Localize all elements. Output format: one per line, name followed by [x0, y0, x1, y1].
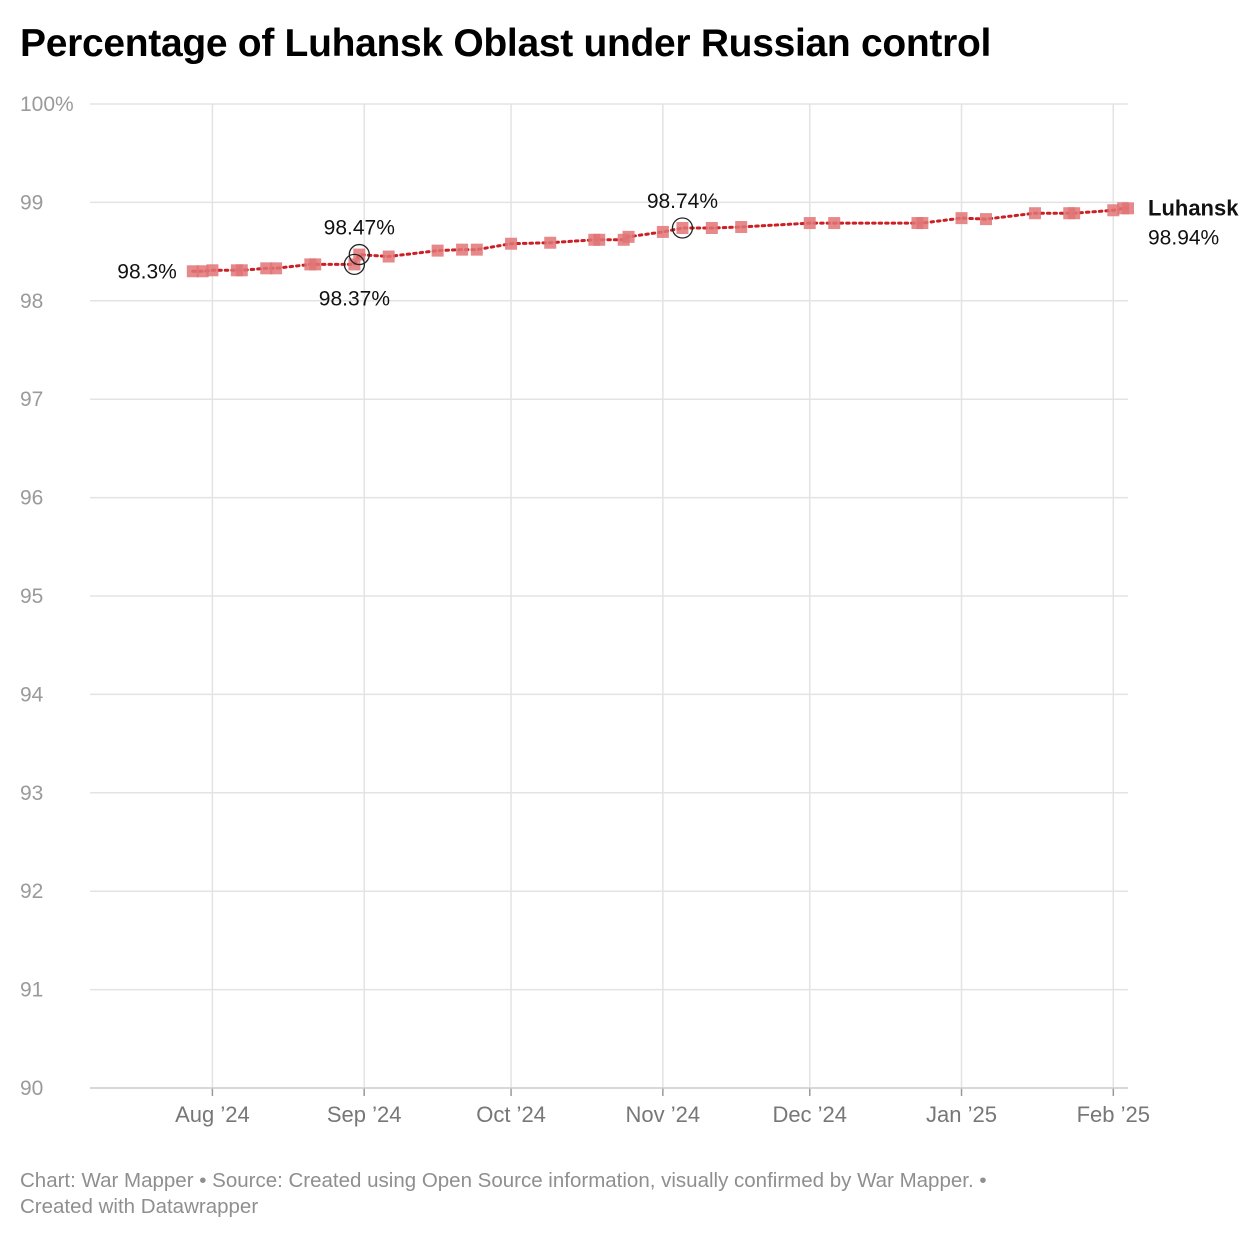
- data-point: [382, 250, 395, 263]
- y-tick-label: 91: [20, 979, 43, 1002]
- data-point: [803, 217, 816, 230]
- data-point: [1122, 202, 1134, 215]
- data-point: [735, 221, 748, 233]
- line-chart: 100% 99 98 97 96 95 94 93 92 91 90 Aug ’24 Sep ’24 O…: [20, 93, 1239, 1127]
- y-tick-label: 98: [20, 290, 43, 313]
- data-point: [270, 262, 283, 275]
- data-point: [705, 221, 718, 234]
- data-point: [593, 233, 606, 246]
- data-point: [1107, 204, 1120, 217]
- footer-credit: Chart: War Mapper: [20, 1169, 194, 1192]
- y-tick-label: 99: [20, 191, 43, 214]
- annotations: 98.3% 98.47% 98.37% 98.74%: [117, 190, 718, 310]
- footer-created-with: Created with Datawrapper: [20, 1195, 259, 1218]
- y-gridlines: [90, 103, 1128, 1089]
- annotation-label: 98.3%: [117, 260, 177, 283]
- footer-separator: •: [199, 1169, 207, 1192]
- data-point: [505, 237, 518, 250]
- annotation-circle: [348, 243, 370, 266]
- series-end-value: 98.94%: [1148, 226, 1219, 249]
- annotation-circle: [343, 253, 366, 276]
- x-tick-label: Sep ’24: [327, 1102, 402, 1127]
- data-point: [470, 243, 483, 256]
- data-point: [955, 212, 968, 225]
- y-tick-label: 94: [20, 683, 44, 706]
- x-gridlines: [211, 104, 1115, 1096]
- y-tick-label: 93: [20, 782, 43, 805]
- x-tick-label: Dec ’24: [772, 1102, 847, 1127]
- footer-source: Source: Created using Open Source inform…: [212, 1169, 974, 1192]
- data-point: [1028, 207, 1041, 220]
- series-markers: [186, 202, 1134, 278]
- y-tick-label: 92: [20, 880, 43, 903]
- data-point: [676, 221, 689, 234]
- x-tick-label: Feb ’25: [1077, 1102, 1150, 1127]
- y-tick-label: 90: [20, 1077, 43, 1100]
- data-point: [206, 264, 219, 277]
- footer-separator: •: [979, 1169, 987, 1192]
- series-name-label: Luhansk: [1148, 195, 1239, 220]
- x-tick-label: Nov ’24: [626, 1102, 701, 1127]
- annotation-label: 98.47%: [324, 217, 395, 240]
- x-axis-tick-labels: Aug ’24 Sep ’24 Oct ’24 Nov ’24 Dec ’24 Jan ’…: [175, 1102, 1150, 1127]
- x-tick-label: Jan ’25: [926, 1102, 997, 1127]
- data-point: [1068, 207, 1081, 220]
- y-tick-label: 100%: [20, 93, 74, 116]
- y-tick-label: 96: [20, 487, 43, 510]
- data-point: [196, 265, 209, 278]
- y-tick-label: 97: [20, 388, 43, 411]
- x-tick-label: Oct ’24: [476, 1102, 546, 1127]
- data-point: [309, 258, 322, 271]
- y-tick-label: 95: [20, 585, 43, 608]
- data-point: [235, 264, 248, 277]
- data-point: [186, 265, 199, 278]
- series-end-label: Luhansk 98.94%: [1148, 195, 1239, 249]
- data-point: [622, 230, 635, 243]
- data-point: [544, 236, 557, 249]
- annotation-circle: [671, 217, 694, 239]
- data-point: [828, 217, 841, 230]
- data-point: [456, 243, 469, 256]
- y-axis-tick-labels: 100% 99 98 97 96 95 94 93 92 91 90: [20, 93, 74, 1100]
- data-point: [980, 213, 993, 226]
- data-point: [260, 262, 273, 275]
- data-point: [916, 217, 929, 230]
- chart-title: Percentage of Luhansk Oblast under Russi…: [20, 22, 992, 65]
- data-point: [656, 225, 669, 238]
- annotation-label: 98.74%: [647, 190, 718, 213]
- data-point: [431, 244, 444, 257]
- x-tick-label: Aug ’24: [175, 1102, 250, 1127]
- annotation-label: 98.37%: [319, 287, 390, 310]
- chart-footer: Chart: War Mapper • Source: Created usin…: [20, 1168, 1210, 1220]
